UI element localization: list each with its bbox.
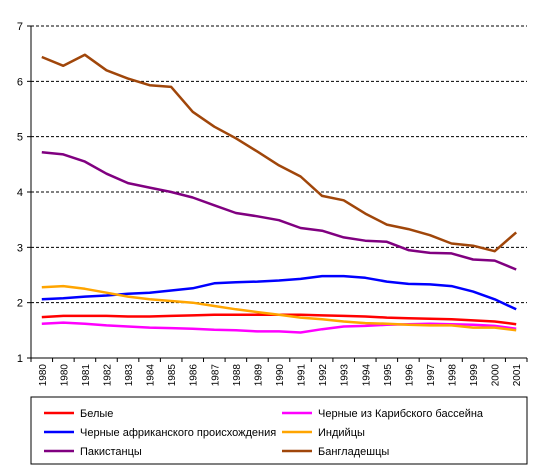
x-tick-label: 1983 bbox=[124, 364, 135, 387]
x-tick-label: 1987 bbox=[210, 364, 221, 387]
x-tick-label: 1981 bbox=[81, 364, 92, 387]
series-line-1 bbox=[41, 313, 517, 326]
x-tick-label: 1986 bbox=[189, 364, 200, 387]
y-tick-label: 2 bbox=[17, 298, 23, 310]
series-line-6 bbox=[41, 53, 518, 253]
y-tick-label: 4 bbox=[17, 187, 23, 199]
y-tick-label: 3 bbox=[17, 242, 23, 254]
x-tick-label: 2000 bbox=[491, 364, 502, 387]
legend-label: Индийцы bbox=[318, 427, 365, 439]
axes: 1 2 3 4 5 6 7 1980 1980 1981 1982 1983 1984 1985 1986 1… bbox=[17, 21, 528, 387]
x-tick-label: 1995 bbox=[383, 364, 394, 387]
x-tick-label: 1994 bbox=[361, 364, 372, 387]
y-tick-label: 7 bbox=[17, 21, 23, 33]
series-line-5 bbox=[41, 150, 517, 271]
y-tick-label: 6 bbox=[17, 76, 23, 88]
x-tick-label: 1997 bbox=[426, 364, 437, 387]
legend-label: Черные африканского происхождения bbox=[80, 427, 276, 439]
gridlines bbox=[31, 25, 527, 304]
y-tick-label: 1 bbox=[17, 353, 23, 365]
legend-label: Пакистанцы bbox=[80, 446, 142, 458]
x-tick-label: 1999 bbox=[469, 364, 480, 387]
series-line-4 bbox=[41, 284, 517, 332]
x-tick-label: 1980 bbox=[38, 364, 49, 387]
legend-box bbox=[30, 396, 528, 465]
x-tick-label: 1989 bbox=[253, 364, 264, 387]
x-tick-label: 1985 bbox=[167, 364, 178, 387]
x-tick-label: 2001 bbox=[512, 364, 523, 387]
x-tick-label: 1984 bbox=[146, 364, 157, 387]
legend: Белые Черные из Карибского бассейна Черные… bbox=[30, 396, 528, 465]
x-tick-label: 1998 bbox=[448, 364, 459, 387]
x-tick-label: 1996 bbox=[404, 364, 415, 387]
x-tick-label: 1988 bbox=[232, 364, 243, 387]
series-line-2 bbox=[41, 321, 517, 334]
y-tick-label: 5 bbox=[17, 132, 23, 144]
x-tick-label: 1993 bbox=[340, 364, 351, 387]
x-tick-label: 1982 bbox=[102, 364, 113, 387]
legend-label: Черные из Карибского бассейна bbox=[318, 408, 484, 420]
x-tick-label: 1991 bbox=[297, 364, 308, 387]
legend-label: Белые bbox=[80, 408, 113, 420]
x-tick-label: 1980 bbox=[59, 364, 70, 387]
legend-label: Бангладешцы bbox=[318, 446, 389, 458]
x-tick-label: 1992 bbox=[318, 364, 329, 387]
series-lines bbox=[41, 53, 518, 334]
x-tick-label: 1990 bbox=[275, 364, 286, 387]
